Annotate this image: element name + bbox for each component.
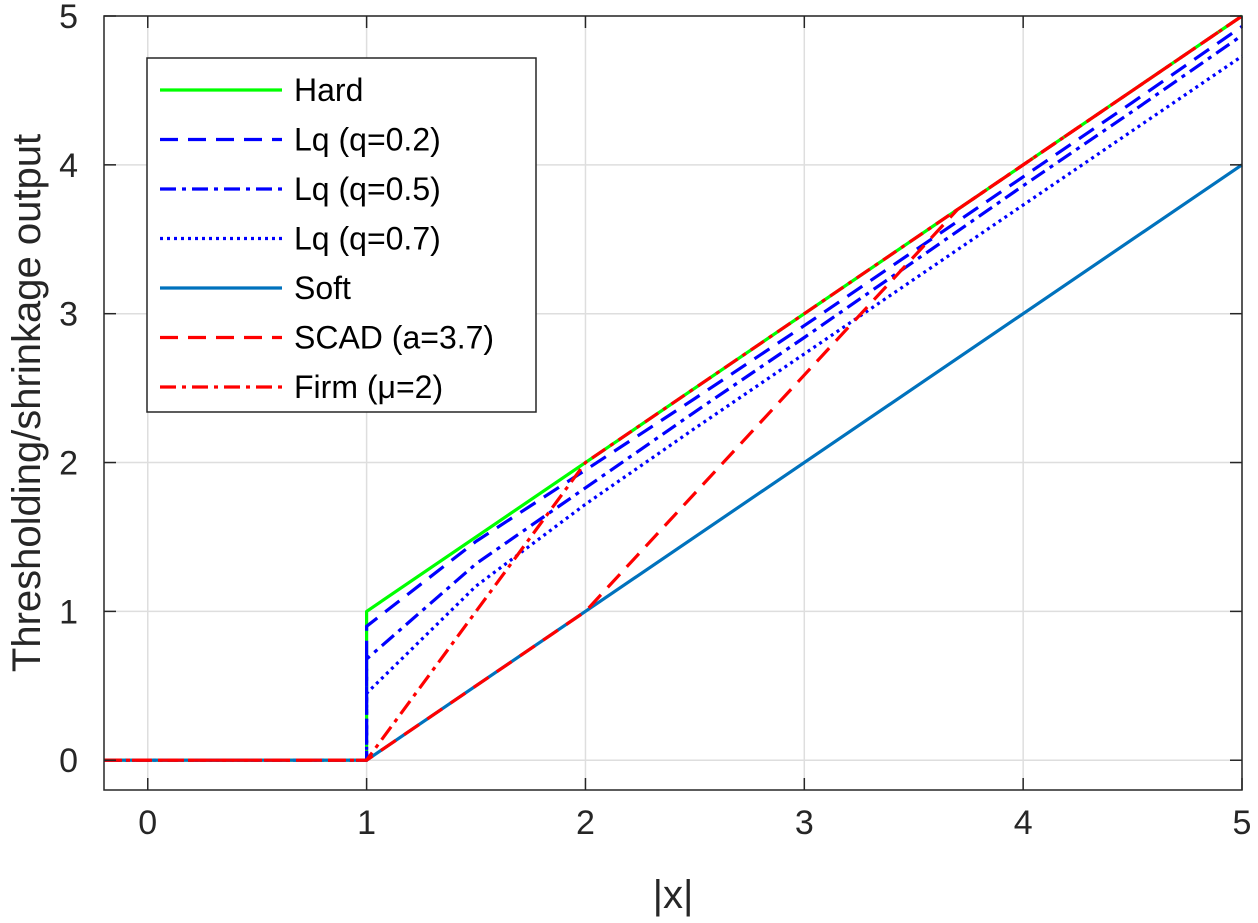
x-tick-label: 4 (1014, 804, 1033, 842)
legend-label: Soft (294, 270, 351, 306)
y-tick-label: 2 (59, 445, 78, 483)
legend-label: Lq (q=0.2) (294, 122, 441, 158)
legend-box (146, 57, 537, 413)
legend: Hard Lq (q=0.2) Lq (q=0.5) Lq (q=0.7) Soft SC… (146, 57, 537, 413)
x-tick-label: 5 (1233, 804, 1252, 842)
legend-label: SCAD (a=3.7) (294, 320, 494, 356)
x-tick-label: 0 (138, 804, 157, 842)
series-line-1 (104, 25, 1243, 762)
legend-label: Firm (μ=2) (294, 369, 443, 405)
legend-label: Hard (294, 72, 363, 108)
x-axis-ticks: 0 1 2 3 4 5 (138, 16, 1251, 842)
x-tick-label: 2 (576, 804, 595, 842)
series-lines (104, 14, 1243, 762)
x-tick-label: 1 (357, 804, 376, 842)
series-line-6 (104, 14, 1243, 762)
y-axis-ticks: 0 1 2 3 4 5 (59, 0, 1242, 780)
x-axis-label: |x| (653, 873, 694, 917)
y-tick-label: 3 (59, 296, 78, 334)
plot-frame (103, 15, 1243, 791)
y-tick-label: 0 (59, 742, 78, 780)
y-tick-label: 1 (59, 593, 78, 631)
y-tick-label: 5 (59, 0, 78, 36)
x-tick-label: 3 (795, 804, 814, 842)
legend-label: Lq (q=0.7) (294, 221, 441, 257)
legend-label: Lq (q=0.5) (294, 171, 441, 207)
y-tick-label: 4 (59, 147, 78, 185)
y-axis-label: Thresholding/shrinkage output (5, 134, 49, 672)
